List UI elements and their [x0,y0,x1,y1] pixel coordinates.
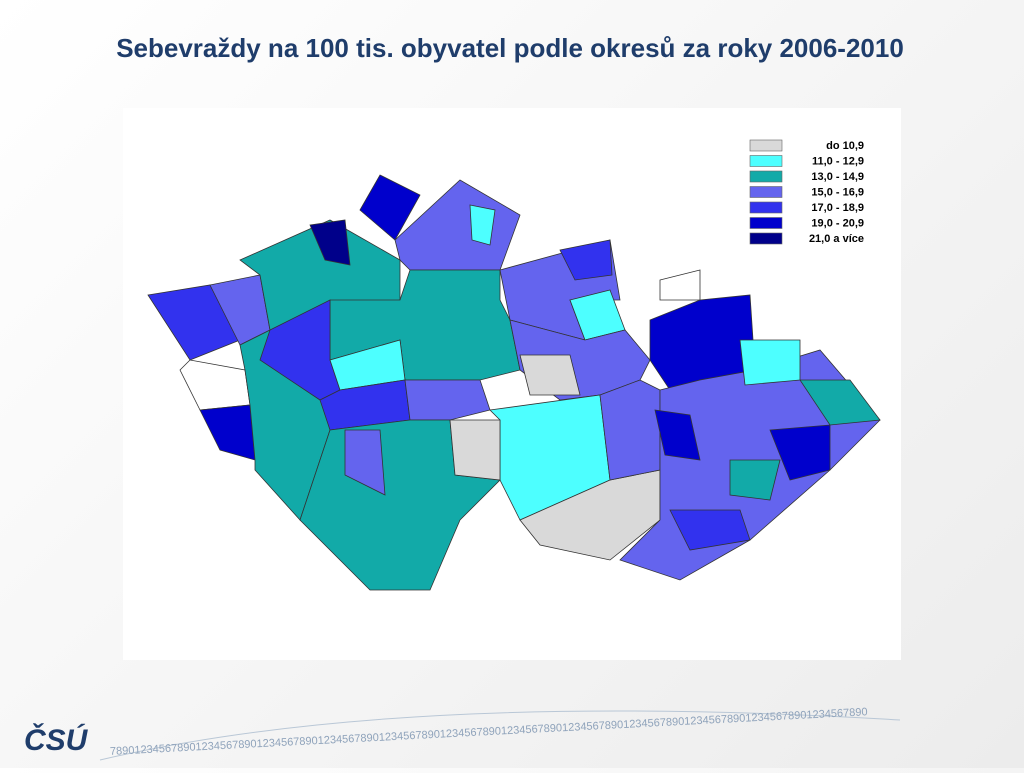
legend: do 10,9 11,0 - 12,9 13,0 - 14,9 15,0 - 16,9… [749,139,864,245]
legend-swatch [749,217,783,229]
district [519,354,581,396]
district [799,379,881,426]
district [404,379,491,421]
district [599,379,661,481]
district [739,339,801,386]
legend-label: 19,0 - 20,9 [811,217,864,229]
district [769,424,831,481]
district [469,204,496,246]
district [359,174,421,241]
district [344,429,386,496]
legend-label: do 10,9 [826,140,864,152]
district [669,509,751,551]
legend-swatch [749,201,783,214]
legend-label: 11,0 - 12,9 [812,155,864,167]
district [559,239,613,281]
legend-label: 15,0 - 16,9 [811,186,864,198]
map [147,174,881,591]
footer-digits: 7890123456789012345678901234567890123456… [110,706,868,758]
swoosh [99,710,901,761]
legend-label: 17,0 - 18,9 [811,202,864,214]
district [729,459,781,501]
logo: ČSÚ [24,723,89,757]
legend-swatch [749,186,783,198]
legend-swatch [749,155,783,167]
legend-label: 21,0 a více [809,233,864,245]
district [309,219,351,266]
slide-title: Sebevraždy na 100 tis. obyvatel podle ok… [116,33,904,63]
district [654,409,701,461]
legend-label: 13,0 - 14,9 [811,171,864,183]
district [449,419,501,481]
legend-swatch [749,139,783,152]
legend-swatch [749,170,783,183]
legend-swatch [749,232,783,245]
